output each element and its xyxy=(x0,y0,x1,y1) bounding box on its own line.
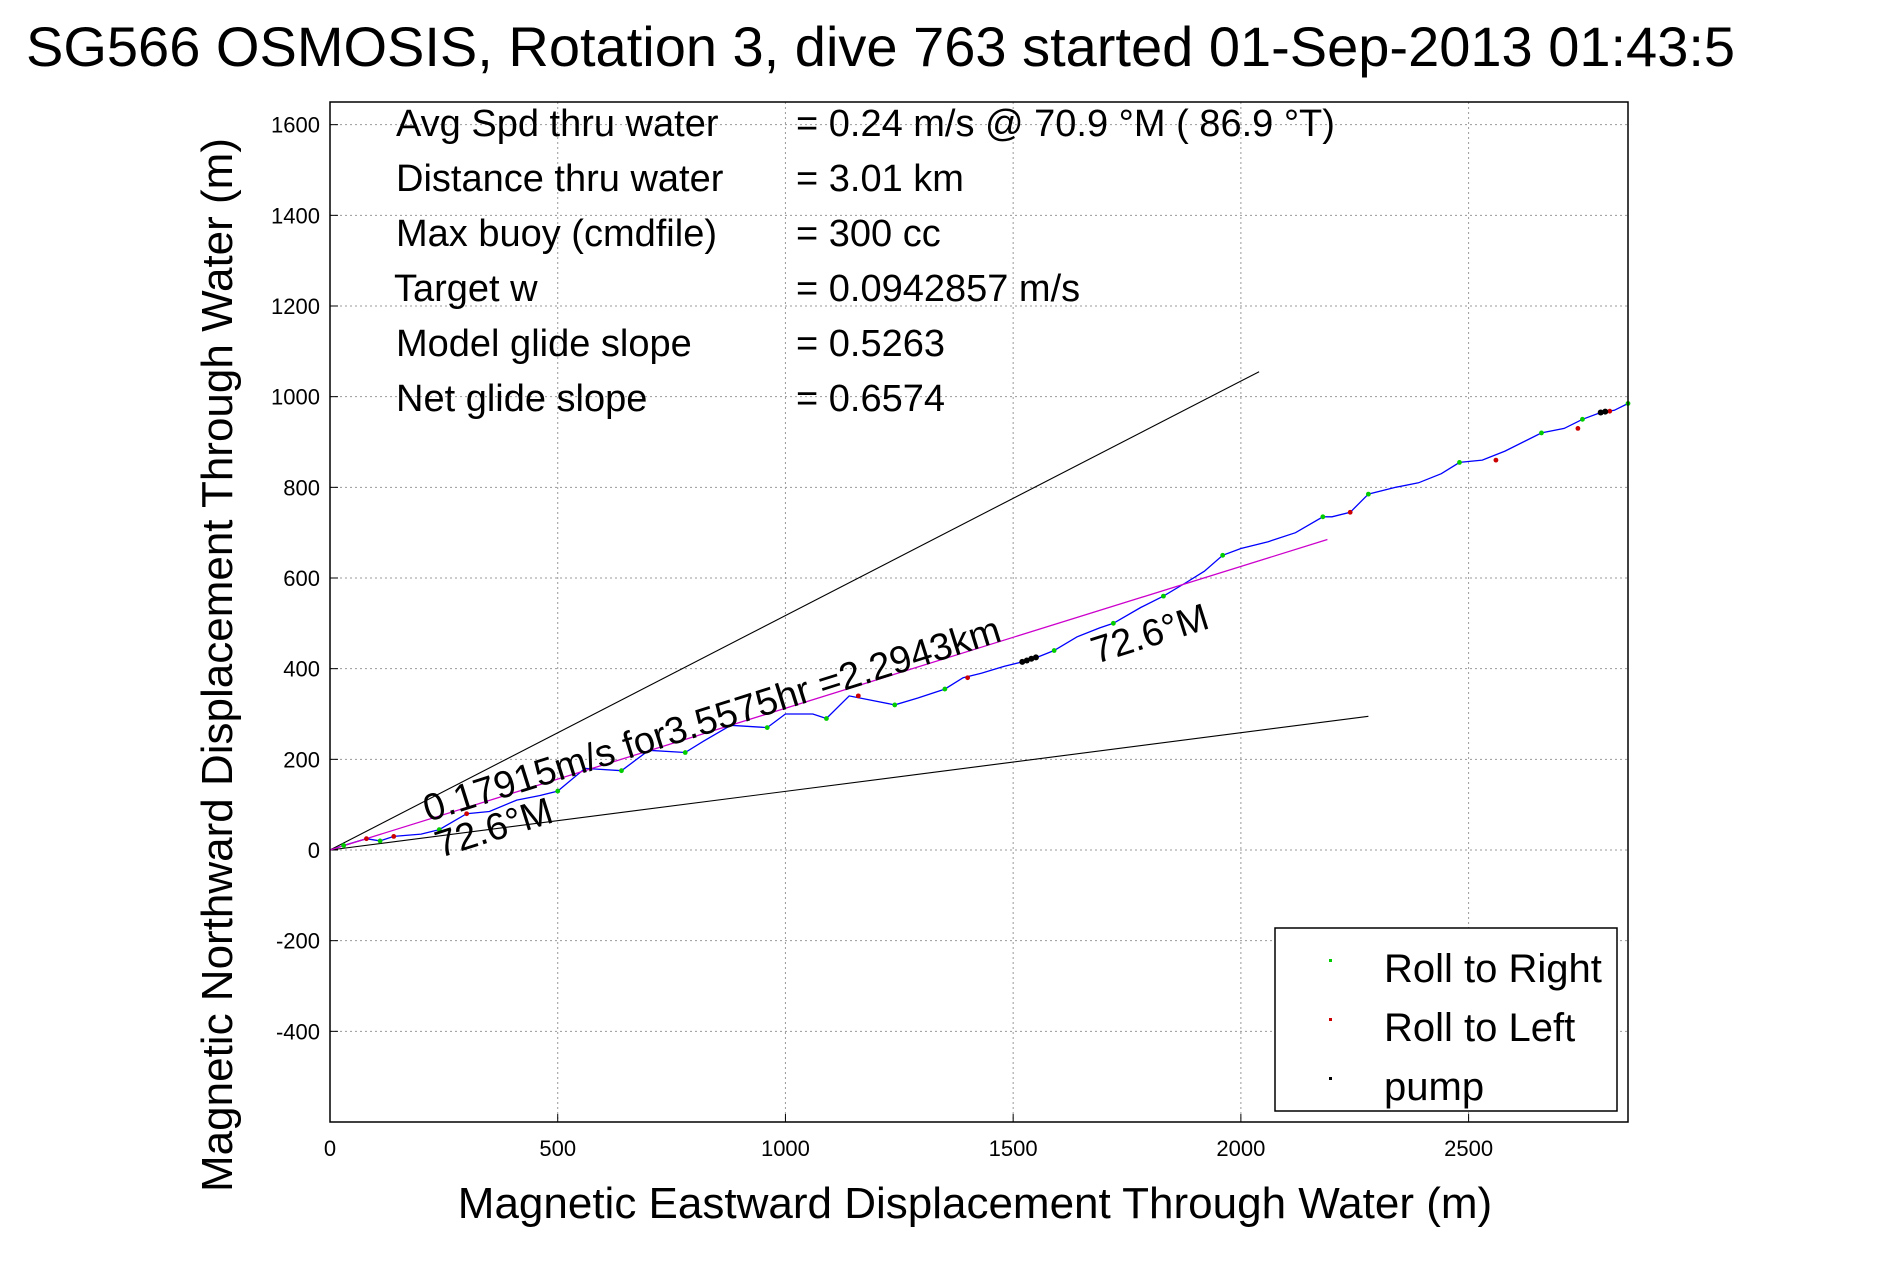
data-markers xyxy=(341,401,1631,848)
legend-label-roll-left: Roll to Left xyxy=(1384,1006,1575,1050)
series-current xyxy=(329,538,1328,851)
x-tick-label: 500 xyxy=(539,1136,576,1161)
marker-roll-left xyxy=(965,675,971,681)
y-tick-label: 200 xyxy=(283,747,320,772)
series-track xyxy=(329,402,1629,851)
marker-roll-right xyxy=(436,827,442,832)
marker-roll-right xyxy=(1110,620,1116,626)
data-lines xyxy=(329,371,1629,851)
marker-roll-left xyxy=(1347,509,1353,515)
marker-roll-right xyxy=(892,702,898,708)
marker-roll-right xyxy=(1366,491,1371,497)
y-tick-label: 800 xyxy=(283,475,320,500)
stat-target-w-label: Target w xyxy=(394,268,538,310)
stat-model-slope-value: = 0.5263 xyxy=(796,323,945,365)
legend-label-roll-right: Roll to Right xyxy=(1384,947,1602,991)
stat-max-buoy-value: = 300 cc xyxy=(796,213,941,255)
legend-swatch-pump xyxy=(1329,1077,1332,1080)
marker-pump xyxy=(1019,658,1026,665)
stat-net-slope-value: = 0.6574 xyxy=(796,378,945,420)
marker-roll-right xyxy=(764,725,770,730)
series-bound-upper xyxy=(329,371,1260,851)
marker-pump xyxy=(1602,408,1609,415)
legend-label-pump: pump xyxy=(1384,1065,1484,1109)
x-tick-label: 1500 xyxy=(989,1136,1038,1161)
x-tick-label: 2000 xyxy=(1216,1136,1265,1161)
y-tick-label: 1200 xyxy=(271,294,320,319)
marker-roll-right xyxy=(682,750,688,755)
marker-pump xyxy=(1023,657,1030,664)
marker-roll-left xyxy=(1493,457,1499,463)
y-tick-label: 600 xyxy=(283,566,320,591)
y-tick-label: 0 xyxy=(308,838,320,863)
y-tick-label: -200 xyxy=(276,929,320,954)
marker-roll-right xyxy=(341,843,347,848)
marker-roll-right xyxy=(1220,552,1226,558)
y-axis-label: Magnetic Northward Displacement Through … xyxy=(193,138,242,1192)
marker-roll-left xyxy=(464,811,470,817)
stat-avg-speed-label: Avg Spd thru water xyxy=(396,103,719,145)
marker-roll-right xyxy=(1580,416,1585,422)
marker-roll-right xyxy=(942,686,948,692)
x-axis-label: Magnetic Eastward Displacement Through W… xyxy=(458,1179,1492,1228)
y-tick-label: 400 xyxy=(283,657,320,682)
plot-frame xyxy=(329,101,1629,1123)
series-bound-lower xyxy=(329,715,1369,851)
chart-title: SG566 OSMOSIS, Rotation 3, dive 763 star… xyxy=(26,15,1735,78)
marker-roll-left xyxy=(855,693,861,699)
legend-swatch-roll-left xyxy=(1329,1018,1332,1021)
marker-roll-left xyxy=(391,834,397,839)
marker-roll-left xyxy=(1575,426,1581,431)
marker-roll-right xyxy=(377,838,383,844)
stat-net-slope-label: Net glide slope xyxy=(396,378,647,420)
x-tick-label: 0 xyxy=(324,1136,336,1161)
legend-swatch-roll-right xyxy=(1329,959,1332,962)
marker-pump xyxy=(1032,654,1039,661)
marker-pump xyxy=(1597,409,1604,416)
marker-roll-right xyxy=(1320,514,1326,520)
stat-target-w-value: = 0.0942857 m/s xyxy=(796,268,1080,310)
stat-distance-value: = 3.01 km xyxy=(796,158,964,200)
marker-roll-left xyxy=(364,836,369,842)
stat-distance-label: Distance thru water xyxy=(396,158,724,200)
legend: Roll to Right Roll to Left pump xyxy=(1274,927,1618,1112)
marker-roll-right xyxy=(1539,430,1544,436)
tick-labels: 0 500 1000 1500 2000 2500 -400 -200 0 200 400 600 80… xyxy=(271,113,1493,1161)
stat-avg-speed-value: = 0.24 m/s @ 70.9 °M ( 86.9 °T) xyxy=(796,103,1335,145)
y-tick-label: 1600 xyxy=(271,113,320,138)
stat-model-slope-label: Model glide slope xyxy=(396,323,692,365)
marker-roll-right xyxy=(619,768,624,774)
y-tick-label: 1400 xyxy=(271,203,320,228)
marker-roll-right xyxy=(1161,593,1166,599)
stats-block: Avg Spd thru water = 0.24 m/s @ 70.9 °M … xyxy=(394,103,1335,420)
marker-roll-right xyxy=(824,716,829,721)
x-tick-label: 2500 xyxy=(1444,1136,1493,1161)
y-tick-label: 1000 xyxy=(271,385,320,410)
marker-roll-right xyxy=(1051,648,1057,653)
marker-roll-left xyxy=(1607,408,1613,414)
stat-max-buoy-label: Max buoy (cmdfile) xyxy=(396,213,717,255)
marker-roll-right xyxy=(1457,460,1462,465)
current-annotation: 0.17915m/s for3.5575hr =2.2943km xyxy=(418,609,1006,830)
x-tick-label: 1000 xyxy=(761,1136,810,1161)
heading-annotation-mid: 72.6°M xyxy=(1086,596,1214,672)
marker-pump xyxy=(1028,655,1035,662)
y-tick-label: -400 xyxy=(276,1019,320,1044)
marker-roll-right xyxy=(555,788,561,794)
